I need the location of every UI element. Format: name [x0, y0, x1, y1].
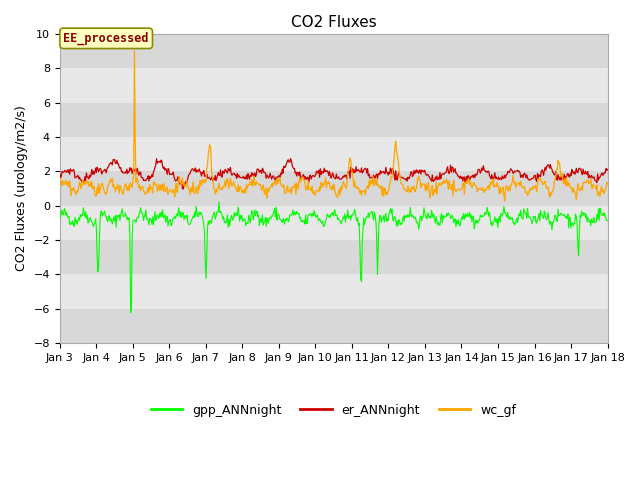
- Bar: [60, 68, 607, 103]
- Bar: [60, 103, 607, 137]
- Bar: [60, 137, 607, 171]
- Y-axis label: CO2 Fluxes (urology/m2/s): CO2 Fluxes (urology/m2/s): [15, 106, 28, 271]
- Text: EE_processed: EE_processed: [63, 32, 149, 45]
- Bar: [60, 205, 607, 240]
- Bar: [60, 240, 607, 275]
- Bar: [60, 275, 607, 309]
- Legend: gpp_ANNnight, er_ANNnight, wc_gf: gpp_ANNnight, er_ANNnight, wc_gf: [146, 399, 521, 422]
- Bar: [60, 171, 607, 205]
- Title: CO2 Fluxes: CO2 Fluxes: [291, 15, 376, 30]
- Bar: [60, 309, 607, 343]
- Bar: [60, 34, 607, 68]
